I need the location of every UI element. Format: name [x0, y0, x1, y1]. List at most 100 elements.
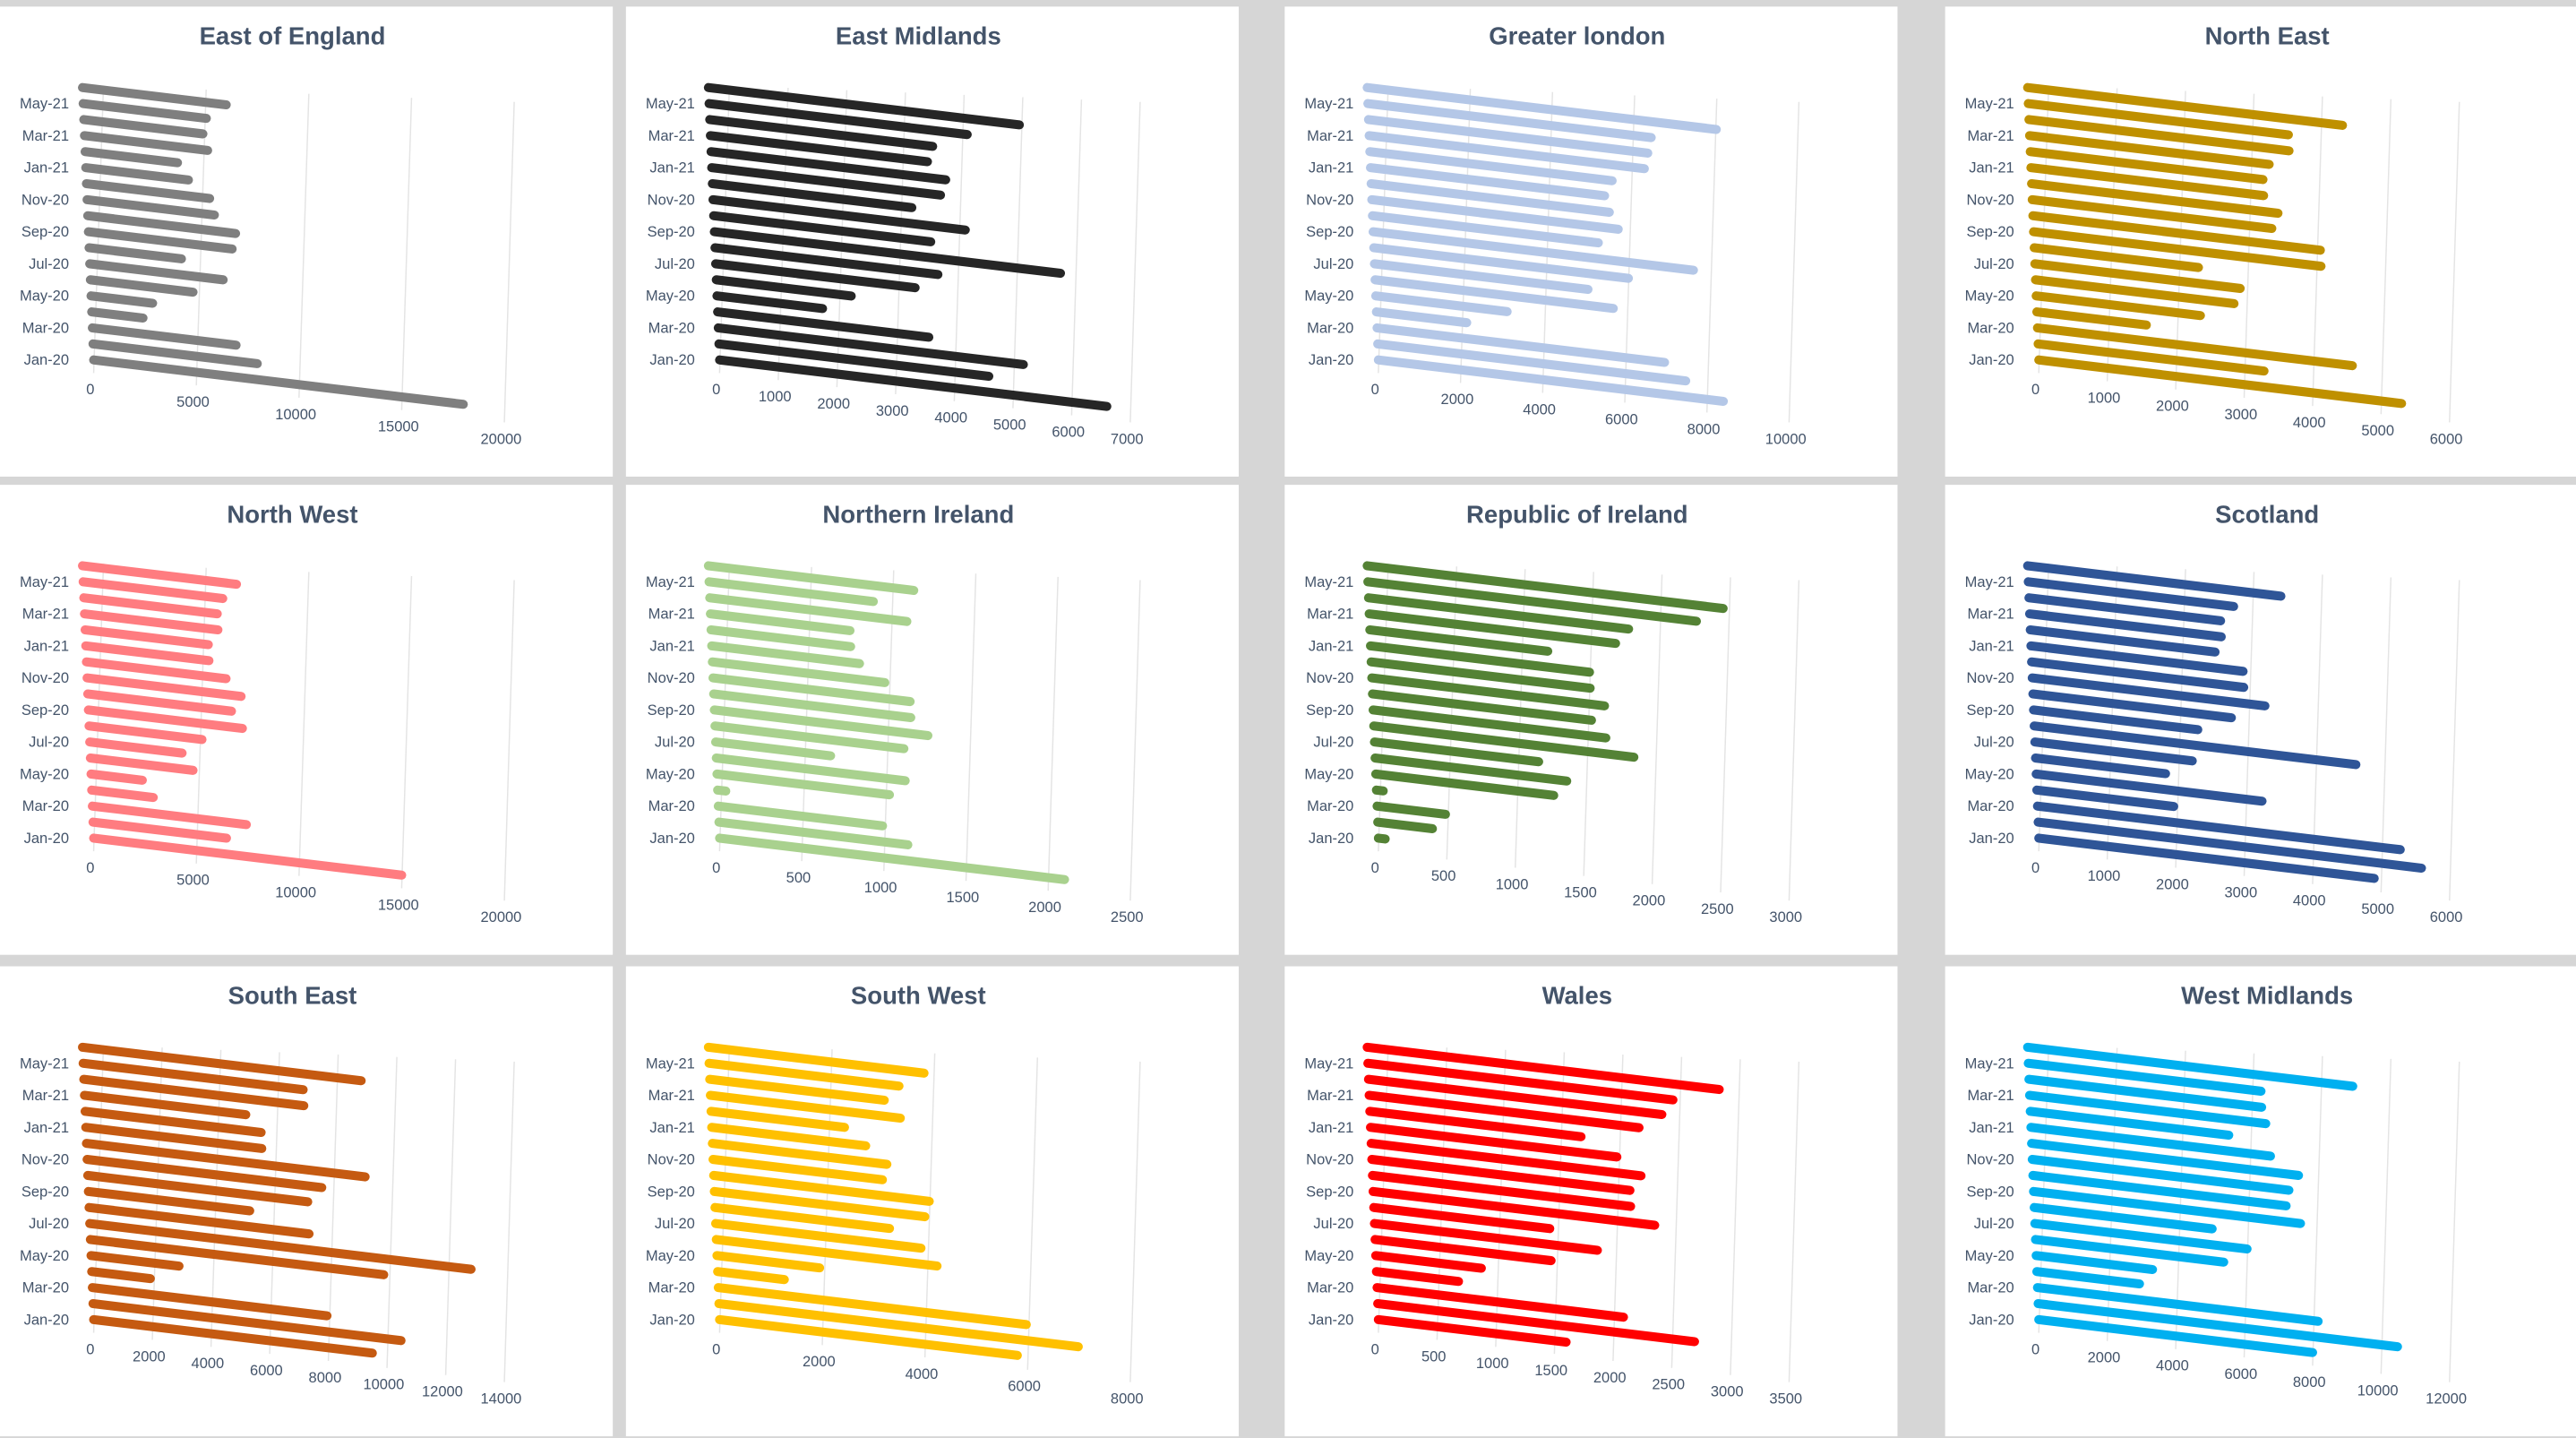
y-tick-label: Jul-20 [1974, 1216, 2014, 1232]
x-tick-label: 5000 [2361, 423, 2394, 439]
bar [1363, 1058, 1678, 1105]
chart-panel: South West 0 2000 4000 6000 8000 Jan-20 Mar-20 M… [625, 966, 1239, 1437]
y-tick-label: May-20 [1965, 288, 2014, 305]
chart-panel: Greater london 0 2000 4000 6000 8000 10000 Jan-… [1284, 6, 1898, 477]
bar [1370, 275, 1619, 314]
bar [2031, 275, 2239, 308]
y-tick-label: Nov-20 [21, 192, 69, 208]
y-tick-label: May-20 [1304, 288, 1353, 305]
x-tick-label: 500 [1431, 868, 1456, 884]
x-tick-label: 0 [86, 860, 94, 876]
bar [706, 624, 855, 651]
bar [81, 1123, 267, 1153]
y-tick-label: Jan-21 [1969, 160, 2014, 177]
bar [704, 577, 879, 607]
bar [1371, 785, 1388, 796]
bar [80, 624, 213, 650]
grid-line [1705, 99, 1718, 413]
x-tick-label: 5000 [2361, 901, 2394, 917]
y-tick-label: Mar-21 [648, 607, 695, 623]
y-tick-label: Mar-20 [1307, 320, 1353, 336]
bar [2023, 1058, 2266, 1096]
bar [705, 593, 912, 626]
bar [1370, 1218, 1602, 1255]
bar [1363, 115, 1653, 158]
bar [84, 1202, 314, 1239]
grid-line [503, 580, 515, 901]
x-tick-label: 7000 [1111, 431, 1144, 447]
bar [714, 817, 913, 849]
y-tick-label: May-21 [1965, 1055, 2014, 1072]
y-tick-label: Jan-20 [24, 1312, 69, 1328]
grid-line [1730, 1059, 1741, 1375]
bar [703, 1042, 929, 1078]
bar [1370, 259, 1593, 295]
y-tick-label: Sep-20 [1306, 224, 1353, 240]
grid-line [1788, 1061, 1800, 1382]
y-tick-label: Jul-20 [1313, 256, 1353, 272]
bar [2024, 593, 2226, 625]
grid-line [503, 101, 515, 423]
y-tick-label: Sep-20 [648, 224, 695, 240]
bar [82, 1139, 370, 1182]
x-tick-label: 2500 [1111, 909, 1144, 926]
bar [1362, 1042, 1724, 1095]
y-tick-label: Mar-20 [1967, 798, 2014, 814]
x-tick-label: 4000 [2156, 1358, 2189, 1374]
bar [2022, 82, 2348, 130]
bar [704, 99, 972, 140]
bar [87, 785, 159, 803]
y-tick-label: Jan-20 [24, 831, 69, 847]
grid-line [2243, 572, 2255, 876]
bar [2033, 817, 2426, 873]
y-tick-label: Mar-20 [22, 798, 69, 814]
y-tick-label: Jan-21 [649, 1120, 694, 1136]
x-tick-label: 4000 [2293, 893, 2326, 909]
bar [2031, 1267, 2144, 1289]
chart-panel: West Midlands 0 2000 4000 6000 8000 10000 12000… [1945, 966, 2576, 1437]
grid-line [1720, 577, 1731, 893]
bar [2024, 1090, 2271, 1129]
bar [2022, 561, 2286, 601]
y-tick-label: Nov-20 [1306, 1152, 1353, 1168]
y-tick-label: Nov-20 [21, 1152, 69, 1168]
y-tick-label: May-21 [20, 96, 69, 112]
x-tick-label: 1000 [2088, 868, 2121, 884]
bar [708, 689, 915, 722]
bar [1373, 833, 1390, 844]
y-tick-label: May-20 [1304, 766, 1353, 782]
bar [1362, 82, 1722, 134]
x-tick-label: 2000 [1593, 1370, 1627, 1386]
bar [2026, 641, 2248, 676]
bar [710, 1202, 895, 1234]
bar [715, 355, 1112, 411]
y-tick-label: Mar-20 [648, 320, 695, 336]
chart-panel: East of England 0 5000 10000 15000 20000 Jan-2… [0, 6, 614, 477]
y-tick-label: Jan-21 [24, 160, 69, 177]
grid-line [1129, 580, 1141, 901]
bar [712, 291, 828, 314]
y-tick-label: Sep-20 [21, 224, 69, 240]
bar [80, 131, 212, 155]
bar [78, 1058, 308, 1095]
bar [2025, 624, 2220, 657]
x-tick-label: 3000 [1769, 909, 1802, 926]
bar [713, 1283, 1031, 1330]
bar [1366, 1123, 1622, 1162]
x-tick-label: 6000 [2224, 1366, 2257, 1382]
bar [1370, 737, 1543, 767]
x-tick-label: 3000 [2224, 407, 2257, 423]
x-tick-label: 5000 [176, 394, 210, 410]
bar [2031, 1251, 2158, 1274]
y-tick-label: May-20 [1965, 1248, 2014, 1264]
bar [708, 673, 915, 707]
bar [82, 673, 246, 702]
y-tick-label: Sep-20 [1966, 702, 2014, 719]
grid-line [2449, 101, 2460, 423]
bar [82, 194, 219, 220]
y-tick-label: May-20 [20, 766, 69, 782]
y-tick-label: Jul-20 [1313, 1216, 1353, 1232]
bar [1369, 721, 1639, 762]
y-tick-label: May-20 [1304, 1248, 1353, 1264]
